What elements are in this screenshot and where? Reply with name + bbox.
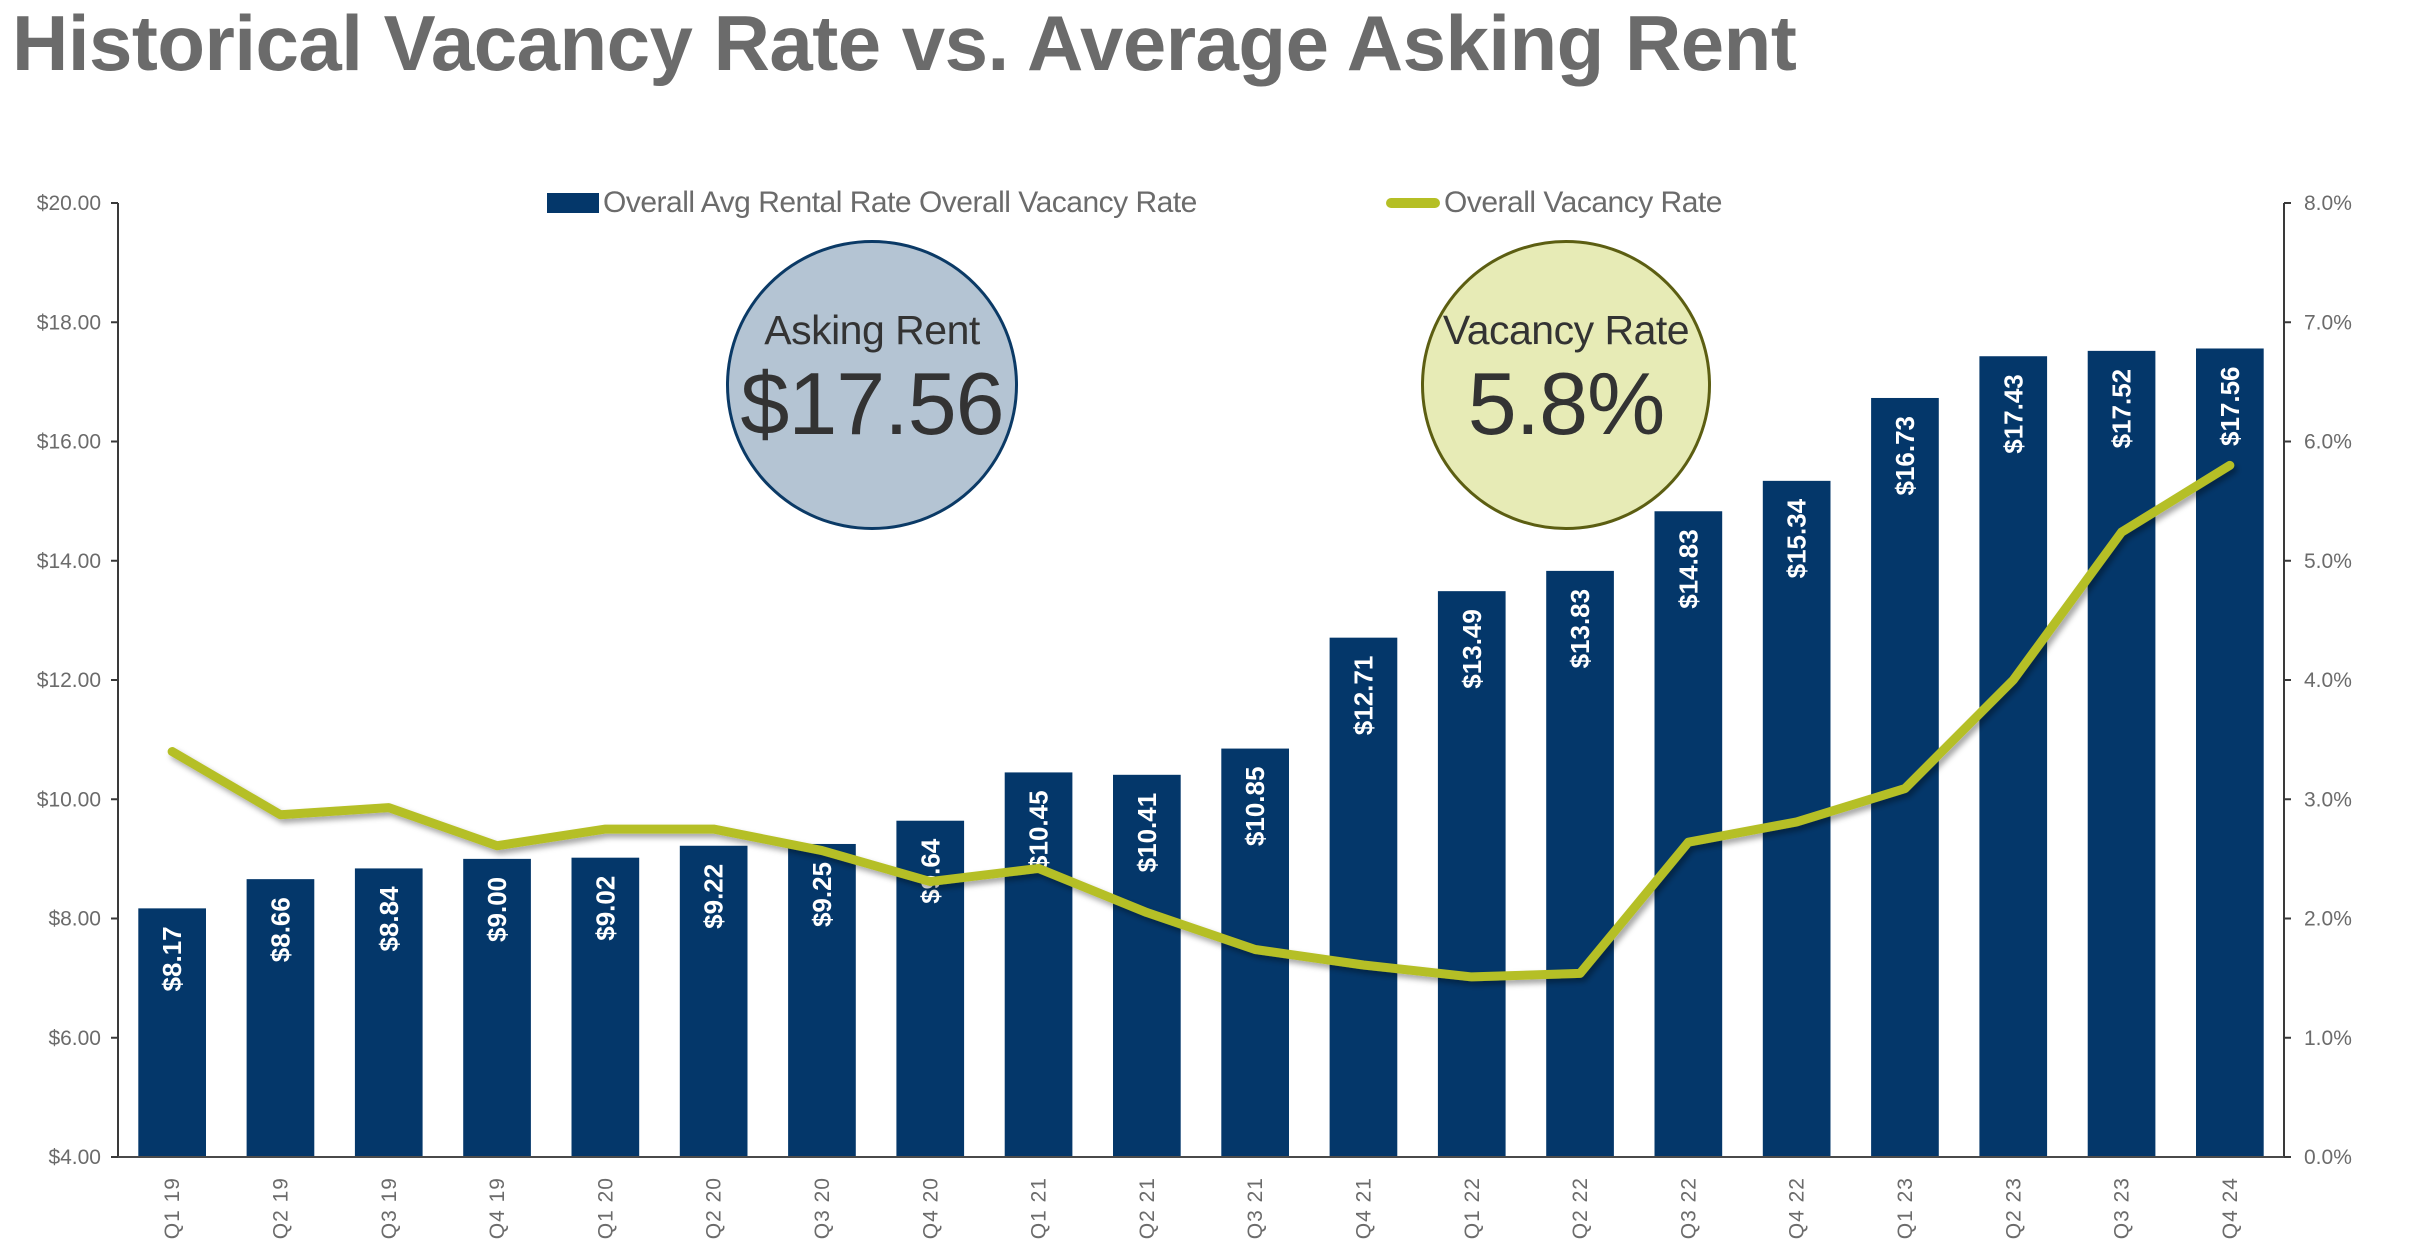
x-axis-tick-label: Q3 21	[1244, 1177, 1267, 1239]
bar-q1-19	[138, 908, 206, 1157]
vacancy-rate-value: 5.8%	[1467, 354, 1666, 453]
left-axis-tick-label: $14.00	[37, 550, 101, 573]
bar-q2-22	[1546, 570, 1614, 1157]
x-axis-tick-label: Q4 21	[1352, 1177, 1375, 1239]
vacancy-rate-callout: Vacancy Rate 5.8%	[1421, 240, 1711, 530]
bar-data-label: $9.64	[915, 838, 945, 904]
asking-rent-value: $17.56	[740, 354, 1004, 453]
right-axis-tick-label: 3.0%	[2304, 788, 2352, 811]
right-axis-tick-label: 5.0%	[2304, 550, 2352, 573]
bar-data-label: $9.02	[590, 876, 620, 941]
x-axis-tick-label: Q1 22	[1461, 1177, 1484, 1239]
x-axis-tick-label: Q1 23	[1894, 1177, 1917, 1239]
bar-data-label: $8.84	[374, 886, 404, 952]
right-axis-tick-label: 2.0%	[2304, 908, 2352, 931]
bar-data-label: $13.49	[1457, 609, 1487, 689]
bar-data-label: $9.22	[699, 864, 729, 929]
bar-data-label: $10.85	[1240, 767, 1270, 847]
bar-data-label: $16.73	[1890, 416, 1920, 496]
bar-q2-21	[1113, 774, 1181, 1157]
bar-q3-20	[788, 843, 856, 1157]
x-axis-tick-label: Q4 20	[919, 1177, 942, 1239]
x-axis-tick-label: Q1 19	[161, 1177, 184, 1239]
right-axis-tick-label: 7.0%	[2304, 311, 2352, 334]
x-axis-tick-label: Q3 20	[811, 1177, 834, 1239]
x-axis-tick-label: Q4 22	[1786, 1177, 1809, 1239]
bar-data-label: $17.43	[1998, 374, 2028, 454]
bar-data-label: $8.66	[265, 897, 295, 962]
bar-data-label: $9.00	[482, 877, 512, 942]
bar-q2-23	[1979, 356, 2048, 1158]
left-axis-tick-label: $6.00	[48, 1027, 101, 1050]
bar-data-label: $17.56	[2215, 366, 2245, 446]
x-axis-tick-label: Q2 21	[1136, 1177, 1159, 1239]
bar-data-labels: $8.17 $8.66 $8.84 $9.00 $9.02 $9.22 $9.25 $9.64…	[157, 366, 2245, 991]
bar-q1-22	[1437, 591, 1506, 1157]
x-axis-tick-label: Q2 23	[2002, 1177, 2025, 1239]
bar-data-label: $10.45	[1024, 790, 1054, 870]
chart-title: Historical Vacancy Rate vs. Average Aski…	[12, 0, 1797, 87]
bar-data-label: $8.17	[157, 926, 187, 991]
legend-bar-swatch-icon	[547, 193, 599, 213]
right-axis-tick-label: 4.0%	[2304, 669, 2352, 692]
axes: $4.00 $6.00 $8.00 $10.00 $12.00 $14.00 $16.00 $…	[37, 192, 2352, 1239]
bar-q1-21	[1004, 772, 1073, 1157]
x-axis-tick-label: Q1 20	[594, 1177, 617, 1239]
x-axis-tick-label: Q3 23	[2111, 1177, 2134, 1239]
bar-data-label: $17.52	[2107, 369, 2137, 449]
legend-item-vacancy-rate: Overall Vacancy Rate	[1386, 186, 1722, 220]
asking-rent-label: Asking Rent	[764, 307, 980, 353]
right-axis-tick-label: 1.0%	[2304, 1027, 2352, 1050]
bar-q4-19	[463, 858, 531, 1157]
line-series	[167, 460, 2235, 982]
right-axis-tick-label: 8.0%	[2304, 192, 2352, 215]
x-axis-tick-label: Q3 22	[1677, 1177, 1700, 1239]
left-axis-tick-label: $20.00	[37, 192, 101, 215]
left-axis-tick-label: $12.00	[37, 669, 101, 692]
bar-q2-19	[246, 879, 315, 1157]
bar-data-label: $14.83	[1673, 529, 1703, 609]
bar-data-label: $10.41	[1132, 793, 1162, 873]
left-axis-tick-label: $8.00	[48, 908, 101, 931]
x-axis-tick-label: Q2 22	[1569, 1177, 1592, 1239]
bar-data-label: $12.71	[1348, 656, 1378, 736]
x-axis-tick-label: Q3 19	[378, 1177, 401, 1239]
bar-q1-23	[1871, 397, 1939, 1157]
x-axis-tick-label: Q2 20	[703, 1177, 726, 1239]
x-axis-tick-label: Q1 21	[1028, 1177, 1051, 1239]
asking-rent-callout: Asking Rent $17.56	[726, 240, 1018, 530]
left-axis-tick-label: $18.00	[37, 311, 101, 334]
left-axis-tick-label: $16.00	[37, 431, 101, 454]
right-axis-tick-label: 0.0%	[2304, 1146, 2352, 1169]
bar-data-label: $15.34	[1782, 498, 1812, 578]
vacancy-rate-label: Vacancy Rate	[1442, 307, 1690, 353]
bar-q3-19	[354, 868, 423, 1157]
left-axis-tick-label: $4.00	[48, 1146, 101, 1169]
bar-q3-23	[2087, 350, 2156, 1157]
bar-q4-21	[1329, 637, 1398, 1157]
right-axis-tick-label: 6.0%	[2304, 431, 2352, 454]
legend-line-swatch-icon	[1386, 198, 1440, 208]
bar-q1-20	[571, 857, 640, 1157]
x-axis-tick-label: Q2 19	[269, 1177, 292, 1239]
legend-item-rental-rate: Overall Avg Rental Rate Overall Vacancy …	[547, 186, 1197, 220]
x-axis-tick-label: Q4 19	[486, 1177, 509, 1239]
legend-label-rental-rate: Overall Avg Rental Rate Overall Vacancy …	[603, 186, 1197, 219]
left-axis-tick-label: $10.00	[37, 788, 101, 811]
x-axis-tick-label: Q4 24	[2219, 1177, 2242, 1239]
bar-data-label: $13.83	[1565, 589, 1595, 669]
vacancy-rate-line	[167, 460, 2235, 982]
bar-q2-20	[679, 845, 748, 1157]
legend-label-vacancy-rate: Overall Vacancy Rate	[1444, 186, 1722, 219]
bar-data-label: $9.25	[807, 862, 837, 927]
